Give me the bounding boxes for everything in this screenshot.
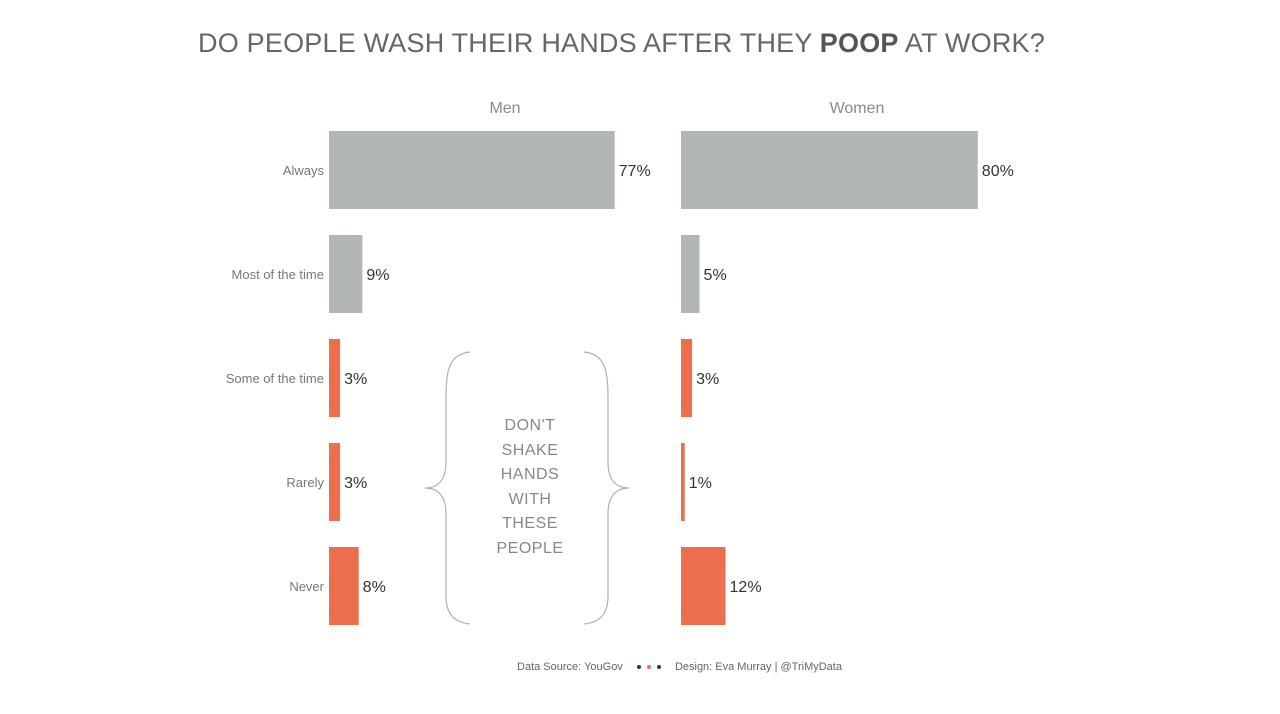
- data-label: 3%: [344, 371, 367, 388]
- category-label: Some of the time: [226, 371, 324, 386]
- annotation-line: WITH: [508, 490, 552, 508]
- right-brace: [583, 351, 630, 625]
- dot-icon: [646, 665, 651, 670]
- bar-men-0: [329, 131, 615, 209]
- category-label: Always: [283, 163, 325, 178]
- footer: Data Source: YouGov Design: Eva Murray |…: [0, 661, 1280, 673]
- data-label: 5%: [704, 267, 727, 284]
- annotation-line: DON'T: [504, 417, 556, 434]
- data-source-text: Data Source: YouGov: [517, 661, 623, 673]
- dot-icon: [656, 665, 661, 670]
- data-label: 80%: [982, 163, 1014, 180]
- data-label: 8%: [363, 579, 386, 596]
- bar-women-2: [681, 339, 693, 417]
- footer-dots: [634, 661, 664, 673]
- category-label: Never: [289, 579, 324, 594]
- panel-title-men: Men: [489, 100, 521, 117]
- bar-men-2: [329, 339, 341, 417]
- panel-title-women: Women: [829, 100, 885, 117]
- bar-women-3: [681, 443, 685, 521]
- bar-women-4: [681, 547, 726, 625]
- data-label: 12%: [730, 579, 762, 596]
- bar-women-0: [681, 131, 978, 209]
- data-label: 77%: [619, 163, 651, 180]
- bar-men-3: [329, 443, 341, 521]
- bar-men-1: [329, 235, 363, 313]
- category-label: Rarely: [286, 475, 324, 490]
- bar-women-1: [681, 235, 700, 313]
- data-label: 9%: [366, 267, 389, 284]
- category-label: Most of the time: [232, 267, 324, 282]
- title-text-bold: POOP: [819, 28, 899, 58]
- chart-title: DO PEOPLE WASH THEIR HANDS AFTER THEY PO…: [0, 28, 1243, 59]
- annotation-text: DON'T SHAKE HANDS WITH THESE PEOPLE: [460, 414, 600, 561]
- title-text-before: DO PEOPLE WASH THEIR HANDS AFTER THEY: [198, 28, 820, 58]
- design-credit-text: Design: Eva Murray | @TriMyData: [674, 661, 842, 673]
- data-label: 3%: [344, 475, 367, 492]
- annotation-line: THESE: [502, 515, 558, 532]
- data-label: 3%: [696, 371, 719, 388]
- annotation-line: HANDS: [500, 466, 560, 483]
- left-brace: [424, 351, 471, 625]
- data-label: 1%: [689, 475, 712, 492]
- bar-men-4: [329, 547, 359, 625]
- title-text-after: AT WORK?: [898, 28, 1045, 58]
- annotation-line: PEOPLE: [496, 539, 564, 557]
- annotation-line: SHAKE: [501, 441, 559, 459]
- dot-icon: [636, 665, 641, 670]
